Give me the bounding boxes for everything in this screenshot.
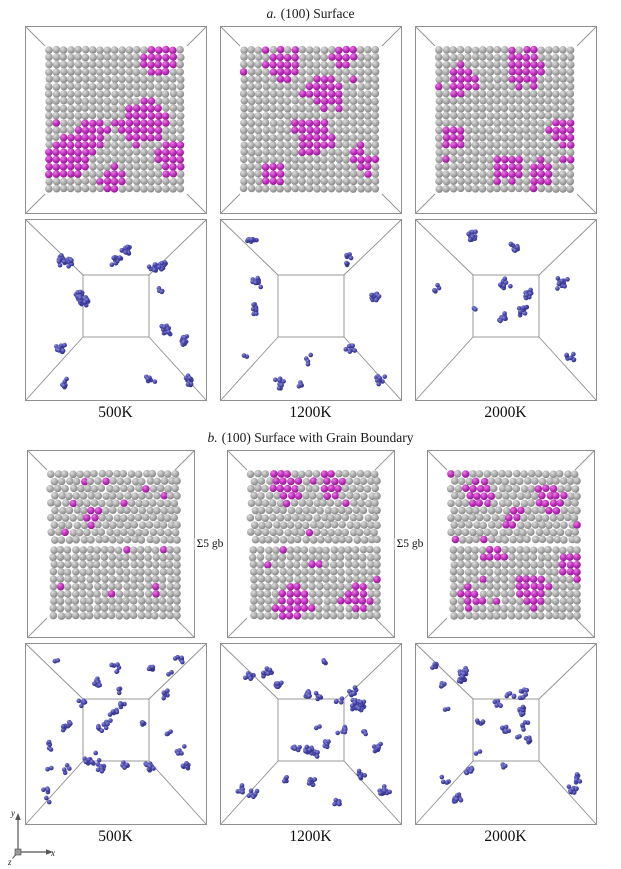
temp-label-b-1200k: 1200K xyxy=(289,828,332,845)
axis-indicator-icon: y x z xyxy=(8,808,55,866)
panel-b-temp-row: 500K 1200K 2000K xyxy=(0,828,621,846)
temp-label-b-500k: 500K xyxy=(98,828,133,845)
temp-label-b-2000k: 2000K xyxy=(484,828,527,845)
panel-b-label: b. xyxy=(207,430,218,445)
surface-snapshot-b-2000k xyxy=(426,450,595,638)
panel-a-label: a. xyxy=(266,6,277,21)
panel-b-surface-row: Σ5 gb Σ5 gb xyxy=(0,450,621,638)
axis-z-label: z xyxy=(8,857,12,866)
axis-x-label: x xyxy=(50,848,55,858)
panel-a-surface-row xyxy=(0,26,621,214)
cluster-box-b-2000k xyxy=(414,643,597,825)
panel-b: b. (100) Surface with Grain Boundary Σ5 g… xyxy=(0,430,621,846)
panel-a-box-row xyxy=(0,219,621,401)
surface-snapshot-a-500k xyxy=(24,26,207,214)
surface-snapshot-a-1200k xyxy=(219,26,402,214)
cluster-box-a-2000k xyxy=(414,219,597,401)
grain-boundary-label-right: Σ5 gb xyxy=(394,538,426,550)
surface-snapshot-a-2000k xyxy=(414,26,597,214)
panel-a-temp-row: 500K 1200K 2000K xyxy=(0,404,621,422)
axis-y-label: y xyxy=(10,808,15,818)
panel-b-title: b. (100) Surface with Grain Boundary xyxy=(0,430,621,446)
surface-snapshot-b-500k xyxy=(26,450,195,638)
panel-a-title: a. (100) Surface xyxy=(0,6,621,22)
panel-a-title-text: (100) Surface xyxy=(280,6,355,21)
panel-b-box-row xyxy=(0,643,621,825)
grain-boundary-label-left: Σ5 gb xyxy=(194,538,226,550)
cluster-box-a-500k xyxy=(24,219,207,401)
temp-label-a-1200k: 1200K xyxy=(289,404,332,421)
surface-snapshot-b-1200k xyxy=(226,450,395,638)
panel-b-title-text: (100) Surface with Grain Boundary xyxy=(221,430,414,445)
cluster-box-b-500k xyxy=(24,643,207,825)
temp-label-a-500k: 500K xyxy=(98,404,133,421)
temp-label-a-2000k: 2000K xyxy=(484,404,527,421)
cluster-box-a-1200k xyxy=(219,219,402,401)
cluster-box-b-1200k xyxy=(219,643,402,825)
panel-a: a. (100) Surface 500K 1200K 2000K xyxy=(0,6,621,422)
